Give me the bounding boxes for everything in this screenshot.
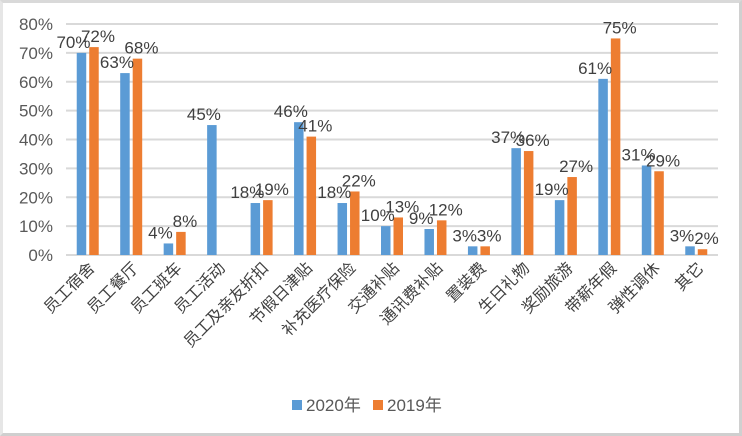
gridlines [66,23,718,256]
bar-2019 [654,171,664,255]
bar-2019 [567,177,577,255]
data-label-2020: 31% [622,145,656,164]
data-label-2019: 75% [603,18,637,37]
y-axis-ticks: 0% 10% 20% 30% 40% 50% 60% 70% 80% [19,15,53,265]
y-tick-label: 20% [19,188,53,207]
data-label-2020: 4% [148,223,173,242]
bar-2020 [337,203,348,255]
data-label-2019: 29% [646,151,680,170]
data-labels: 70%72%63%68%4%8%45%18%19%46%41%18%22%10%… [56,18,718,248]
data-label-2020: 18% [230,183,264,202]
bar-2019 [132,58,143,256]
data-label-2020: 18% [317,183,351,202]
bar-2019 [480,246,490,255]
data-label-2019: 68% [124,39,158,58]
data-label-2020: 37% [491,128,525,147]
y-tick-label: 50% [19,102,53,121]
y-tick-label: 80% [19,15,53,34]
y-tick-label: 70% [19,44,53,63]
bar-2019 [697,249,708,255]
bar-2019 [610,38,621,255]
bar-2019 [89,47,99,255]
bar-2020 [511,148,521,255]
bar-2019 [306,136,317,255]
bar-2020 [250,203,261,255]
data-label-2019: 27% [559,157,593,176]
data-label-2019: 13% [385,197,419,216]
data-label-2020: 10% [361,206,395,225]
data-label-2019: 22% [342,171,376,190]
data-label-2019: 12% [429,200,463,219]
bar-2020 [641,165,652,255]
data-label-2020: 70% [56,33,90,52]
data-label-2020: 45% [187,105,221,124]
y-tick-label: 0% [28,246,53,265]
data-label-2019: 36% [516,131,550,150]
bar-2019 [263,200,273,255]
bar-2020 [685,246,695,255]
bar-2020 [424,229,434,255]
bar-2019 [523,151,534,255]
data-label-2020: 9% [409,209,434,228]
y-tick-label: 60% [19,73,53,92]
x-category-label: 其它 [671,258,707,294]
x-axis-categories: 员工宿舍员工餐厅员工班车员工活动员工及亲友折扣节假日津贴补充医疗保险交通补贴通讯… [40,258,707,351]
data-label-2020: 46% [274,102,308,121]
bar-2019 [393,217,403,255]
data-label-2019: 41% [298,117,332,136]
data-label-2020: 3% [670,226,695,245]
bar-2020 [467,246,478,255]
legend-label-2020: 2020年 [306,396,361,415]
data-label-2020: 3% [452,226,477,245]
legend-swatch-2019 [373,400,383,410]
bar-2019 [176,231,186,255]
bar-2019 [350,191,360,255]
bar-2020 [294,122,304,255]
legend: 2020年 2019年 [292,396,442,415]
data-label-2019: 19% [255,180,289,199]
data-label-2019: 3% [477,226,502,245]
data-label-2019: 72% [81,27,115,46]
bar-2020 [76,52,87,255]
legend-swatch-2020 [292,400,302,410]
data-label-2020: 63% [100,53,134,72]
legend-label-2019: 2019年 [387,396,442,415]
bar-2020 [207,125,217,255]
bar-2020 [163,243,174,255]
data-label-2019: 8% [173,212,198,231]
y-tick-label: 10% [19,217,53,236]
y-tick-label: 40% [19,131,53,150]
bar-2020 [381,226,391,255]
bar-2020 [120,73,130,256]
y-tick-label: 30% [19,159,53,178]
bar-2019 [436,220,447,255]
data-label-2019: 2% [694,229,719,248]
data-label-2020: 19% [535,180,569,199]
bar-2020 [554,200,565,255]
data-label-2020: 61% [578,59,612,78]
bars [76,38,708,256]
bar-2020 [598,78,608,255]
